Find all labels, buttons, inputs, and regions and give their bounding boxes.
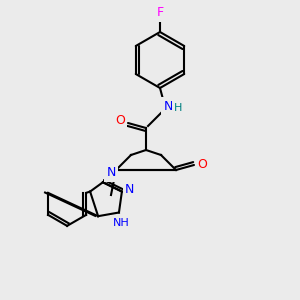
Text: F: F bbox=[156, 7, 164, 20]
Text: N: N bbox=[163, 100, 173, 112]
Text: N: N bbox=[125, 183, 135, 196]
Text: O: O bbox=[197, 158, 207, 172]
Text: N: N bbox=[106, 167, 116, 179]
Text: O: O bbox=[115, 115, 125, 128]
Text: H: H bbox=[174, 103, 182, 113]
Text: NH: NH bbox=[112, 218, 129, 227]
